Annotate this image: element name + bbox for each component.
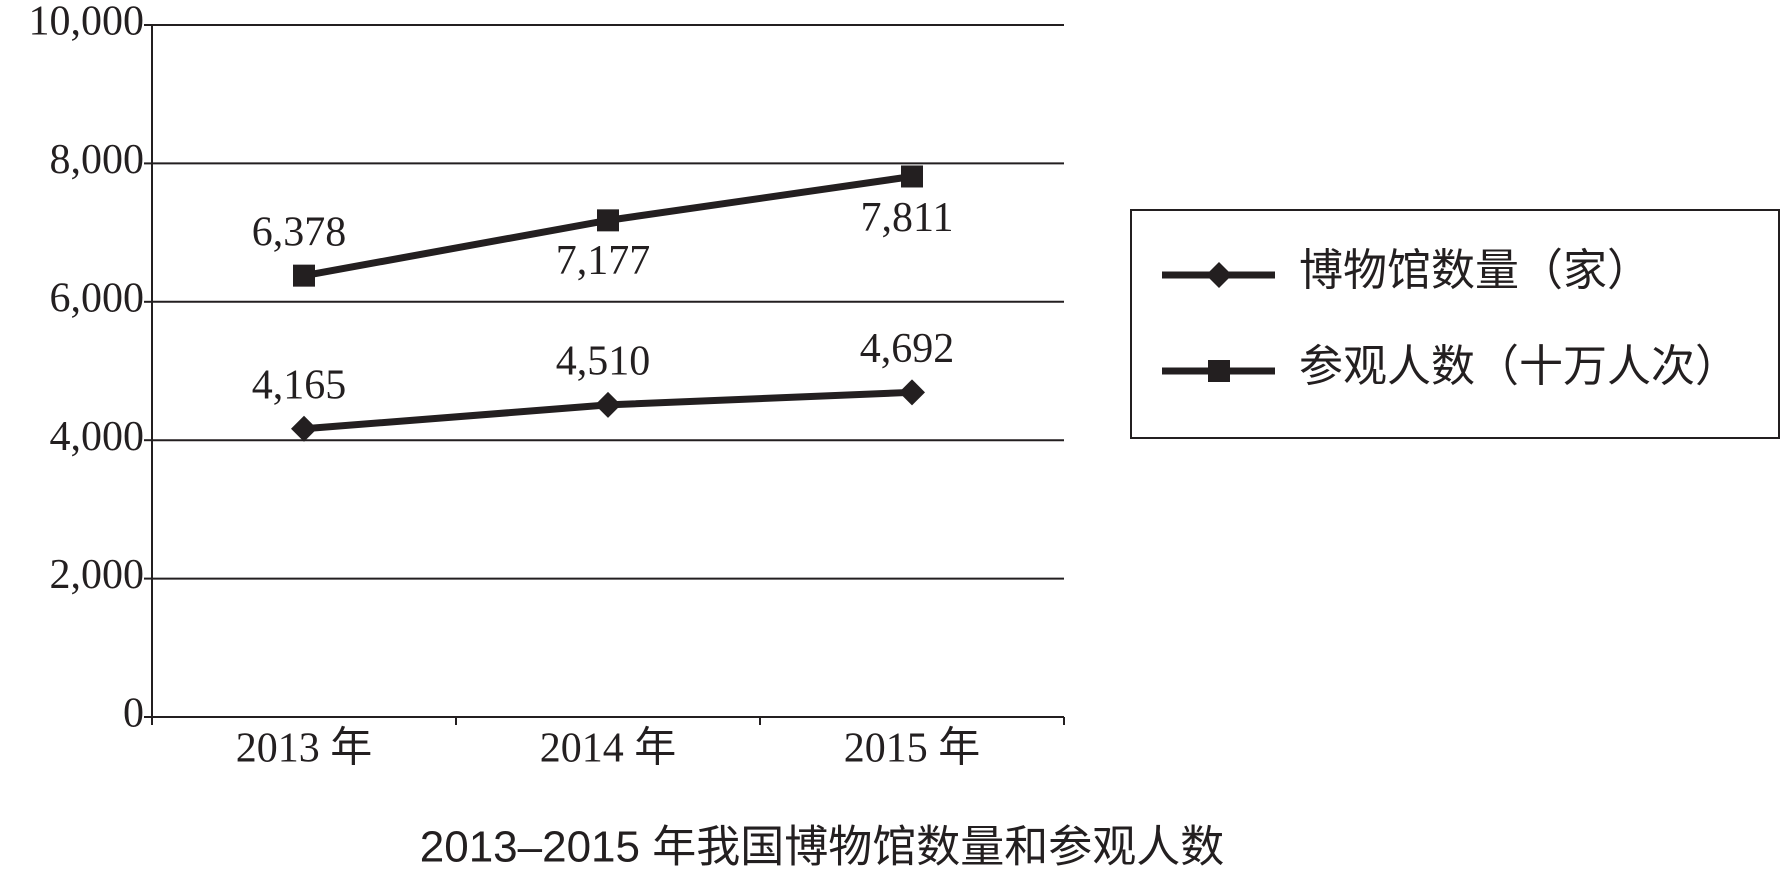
y-tick-label: 4,000 (50, 414, 145, 460)
x-tick-label: 2015 年 (844, 725, 981, 772)
chart-title: 2013–2015 年我国博物馆数量和参观人数 (420, 823, 1224, 872)
y-tick-label: 8,000 (50, 137, 145, 183)
legend-label: 博物馆数量（家） (1299, 246, 1651, 295)
data-label: 4,692 (860, 326, 955, 372)
legend-marker (1208, 360, 1230, 382)
x-tick-label: 2013 年 (236, 725, 373, 772)
data-label: 4,165 (252, 362, 347, 408)
point (597, 209, 619, 232)
point (899, 379, 925, 406)
data-label: 7,177 (556, 238, 651, 284)
data-label: 6,378 (252, 209, 347, 255)
data-label: 4,510 (556, 339, 651, 385)
x-tick-label: 2014 年 (540, 725, 677, 772)
y-tick-label: 6,000 (50, 275, 145, 321)
legend-marker (1206, 262, 1232, 288)
point (293, 264, 315, 287)
point (291, 415, 317, 442)
point (595, 391, 621, 418)
y-tick-label: 0 (123, 691, 144, 737)
legend-box (1130, 209, 1780, 439)
legend-label: 参观人数（十万人次） (1299, 342, 1739, 391)
y-tick-label: 10,000 (29, 0, 145, 45)
y-tick-label: 2,000 (50, 552, 145, 598)
data-label: 7,811 (861, 195, 954, 241)
point (901, 165, 923, 188)
